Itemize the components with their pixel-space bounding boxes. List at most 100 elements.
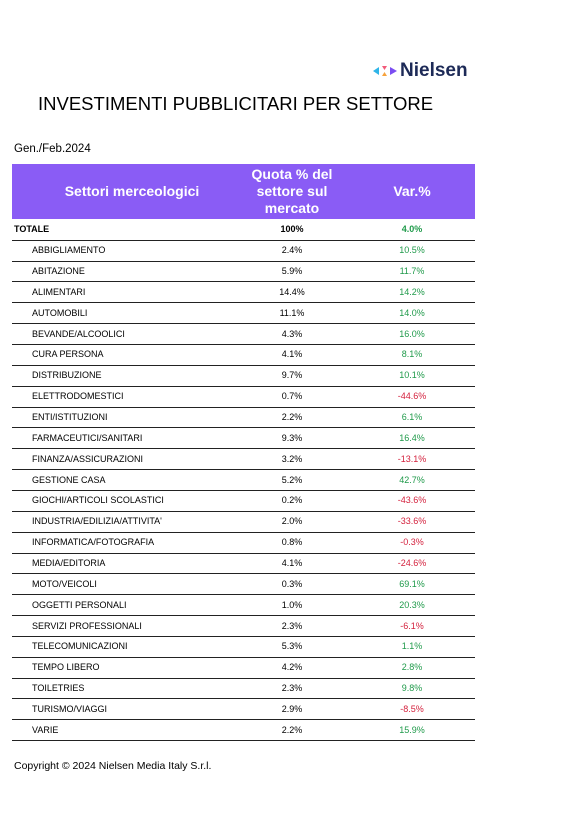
table-row: AUTOMOBILI 11.1% 14.0% (12, 302, 475, 325)
share-cell: 2.3% (281, 620, 303, 631)
sector-cell: OGGETTI PERSONALI (32, 599, 127, 610)
change-cell: -6.1% (400, 620, 424, 631)
sector-cell: TEMPO LIBERO (32, 662, 100, 673)
table-row: TOTALE 100% 4.0% (12, 219, 475, 241)
change-cell: -43.6% (397, 495, 427, 506)
sector-cell: BEVANDE/ALCOOLICI (32, 328, 125, 339)
table-row: ELETTRODOMESTICI 0.7% -44.6% (12, 386, 475, 408)
change-cell: -33.6% (397, 516, 427, 527)
change-cell: 10.1% (399, 370, 425, 381)
table-row: MEDIA/EDITORIA 4.1% -24.6% (12, 553, 475, 575)
change-cell: -44.6% (397, 391, 427, 402)
table-row: ALIMENTARI 14.4% 14.2% (12, 282, 475, 304)
change-cell: 11.7% (399, 266, 425, 277)
column-header: Quota % del settore sul mercato (251, 166, 333, 216)
logo: Nielsen (400, 60, 468, 81)
logo-icon (373, 66, 397, 76)
change-cell: -0.3% (400, 537, 424, 548)
table-row: TOILETRIES 2.3% 9.8% (12, 678, 475, 700)
table-row: BEVANDE/ALCOOLICI 4.3% 16.0% (12, 323, 475, 346)
sector-cell: MEDIA/EDITORIA (32, 557, 106, 568)
share-cell: 4.3% (281, 328, 303, 339)
change-cell: -24.6% (397, 557, 427, 568)
share-cell: 2.4% (281, 245, 303, 256)
share-cell: 2.3% (281, 683, 303, 694)
table-row: TELECOMUNICAZIONI 5.3% 1.1% (12, 636, 475, 658)
sector-cell: CURA PERSONA (32, 349, 104, 360)
sector-cell: DISTRIBUZIONE (32, 370, 102, 381)
sector-cell: ELETTRODOMESTICI (32, 391, 124, 402)
sector-cell: FARMACEUTICI/SANITARI (32, 432, 143, 443)
change-cell: -8.5% (400, 703, 424, 714)
change-cell: 42.7% (399, 474, 425, 485)
sector-cell: TOTALE (14, 224, 50, 235)
title: INVESTIMENTI PUBBLICITARI PER SETTORE (38, 93, 434, 114)
share-cell: 4.1% (281, 557, 303, 568)
change-cell: -13.1% (397, 453, 427, 464)
share-cell: 0.8% (281, 537, 303, 548)
table-row: ABBIGLIAMENTO 2.4% 10.5% (12, 240, 475, 262)
change-cell: 69.1% (399, 578, 425, 589)
change-cell: 9.8% (401, 683, 423, 694)
change-cell: 2.8% (401, 662, 423, 673)
change-cell: 6.1% (401, 412, 423, 423)
table-row: GESTIONE CASA 5.2% 42.7% (12, 469, 475, 491)
share-cell: 100% (280, 224, 304, 235)
table-row: ENTI/ISTITUZIONI 2.2% 6.1% (12, 407, 475, 429)
table-row: TEMPO LIBERO 4.2% 2.8% (12, 657, 475, 679)
sector-cell: TOILETRIES (32, 683, 85, 694)
change-cell: 14.2% (399, 286, 425, 297)
share-cell: 5.2% (281, 474, 303, 485)
sector-cell: TURISMO/VIAGGI (32, 703, 108, 714)
share-cell: 9.3% (281, 432, 303, 443)
sector-cell: INDUSTRIA/EDILIZIA/ATTIVITA' (32, 516, 162, 527)
share-cell: 2.9% (281, 703, 303, 714)
table-row: VARIE 2.2% 15.9% (12, 719, 475, 742)
table-row: SERVIZI PROFESSIONALI 2.3% -6.1% (12, 615, 475, 637)
change-cell: 16.4% (399, 432, 425, 443)
sector-cell: ABITAZIONE (32, 266, 85, 277)
column-header: Var.% (393, 183, 431, 199)
change-cell: 10.5% (399, 245, 425, 256)
table-row: FARMACEUTICI/SANITARI 9.3% 16.4% (12, 428, 475, 450)
change-cell: 4.0% (401, 224, 423, 235)
share-cell: 4.1% (281, 349, 303, 360)
share-cell: 3.2% (281, 453, 303, 464)
footer: Copyright © 2024 Nielsen Media Italy S.r… (14, 760, 212, 772)
share-cell: 2.2% (281, 724, 303, 735)
sector-cell: ENTI/ISTITUZIONI (32, 412, 108, 423)
change-cell: 20.3% (399, 599, 425, 610)
sector-cell: ABBIGLIAMENTO (32, 245, 106, 256)
share-cell: 14.4% (279, 286, 305, 297)
table-row: TURISMO/VIAGGI 2.9% -8.5% (12, 699, 475, 721)
sector-cell: MOTO/VEICOLI (32, 578, 97, 589)
share-cell: 0.3% (281, 578, 303, 589)
table-row: CURA PERSONA 4.1% 8.1% (12, 344, 475, 366)
share-cell: 4.2% (281, 662, 303, 673)
table-row: FINANZA/ASSICURAZIONI 3.2% -13.1% (12, 448, 475, 471)
change-cell: 1.1% (401, 641, 423, 652)
table-row: OGGETTI PERSONALI 1.0% 20.3% (12, 594, 475, 617)
table-header: Settori merceologici Quota % del settore… (12, 164, 475, 219)
table-row: INDUSTRIA/EDILIZIA/ATTIVITA' 2.0% -33.6% (12, 511, 475, 533)
change-cell: 14.0% (399, 307, 425, 318)
change-cell: 16.0% (399, 328, 425, 339)
sector-cell: FINANZA/ASSICURAZIONI (32, 453, 144, 464)
table-row: ABITAZIONE 5.9% 11.7% (12, 261, 475, 283)
table-row: MOTO/VEICOLI 0.3% 69.1% (12, 573, 475, 596)
share-cell: 1.0% (281, 599, 303, 610)
sector-cell: AUTOMOBILI (32, 307, 88, 318)
sector-cell: INFORMATICA/FOTOGRAFIA (32, 537, 155, 548)
share-cell: 0.2% (281, 495, 303, 506)
share-cell: 0.7% (281, 391, 303, 402)
share-cell: 5.9% (281, 266, 303, 277)
sector-cell: GIOCHI/ARTICOLI SCOLASTICI (32, 495, 164, 506)
sector-cell: VARIE (32, 724, 59, 735)
share-cell: 2.2% (281, 412, 303, 423)
period: Gen./Feb.2024 (14, 143, 91, 155)
table-row: DISTRIBUZIONE 9.7% 10.1% (12, 365, 475, 387)
share-cell: 5.3% (281, 641, 303, 652)
share-cell: 2.0% (281, 516, 303, 527)
column-header: Settori merceologici (64, 183, 200, 199)
